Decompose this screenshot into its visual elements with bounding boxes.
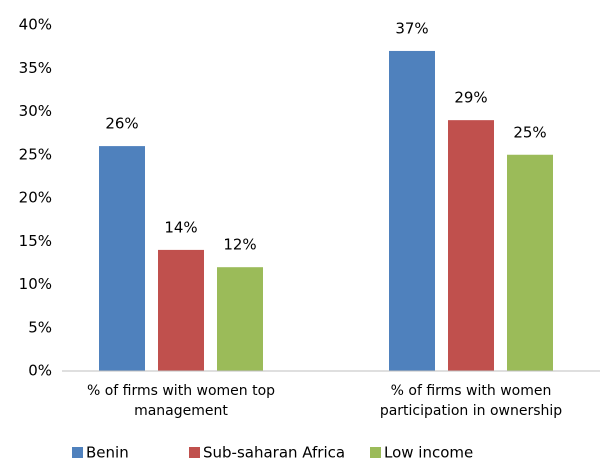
y-tick-label: 30% [19, 102, 52, 120]
x-tick-label: % of firms with women participation in o… [379, 383, 563, 419]
y-tick-label: 25% [19, 145, 52, 163]
bar [448, 120, 494, 372]
bar [389, 50, 435, 371]
bar [158, 249, 204, 371]
value-label: 12% [223, 236, 256, 254]
legend-swatch [72, 447, 83, 458]
y-tick-label: 0% [28, 362, 52, 380]
value-label: 26% [105, 115, 138, 133]
legend-label: Benin [86, 444, 129, 462]
legend-label: Sub-saharan Africa [203, 444, 345, 462]
y-tick-label: 35% [19, 59, 52, 77]
legend-swatch [189, 447, 200, 458]
value-label: 37% [395, 19, 428, 37]
legend-label: Low income [384, 444, 473, 462]
bar [507, 154, 553, 371]
legend-swatch [370, 447, 381, 458]
y-tick-label: 10% [19, 275, 52, 293]
bar [99, 146, 145, 371]
y-tick-label: 15% [19, 232, 52, 250]
x-tick-label: % of firms with women top management [86, 383, 276, 419]
y-tick-label: 20% [19, 189, 52, 207]
bar [217, 267, 263, 371]
value-label: 14% [164, 218, 197, 236]
value-label: 25% [513, 123, 546, 141]
value-label: 29% [454, 89, 487, 107]
y-tick-label: 5% [28, 318, 52, 336]
y-tick-label: 40% [19, 16, 52, 34]
